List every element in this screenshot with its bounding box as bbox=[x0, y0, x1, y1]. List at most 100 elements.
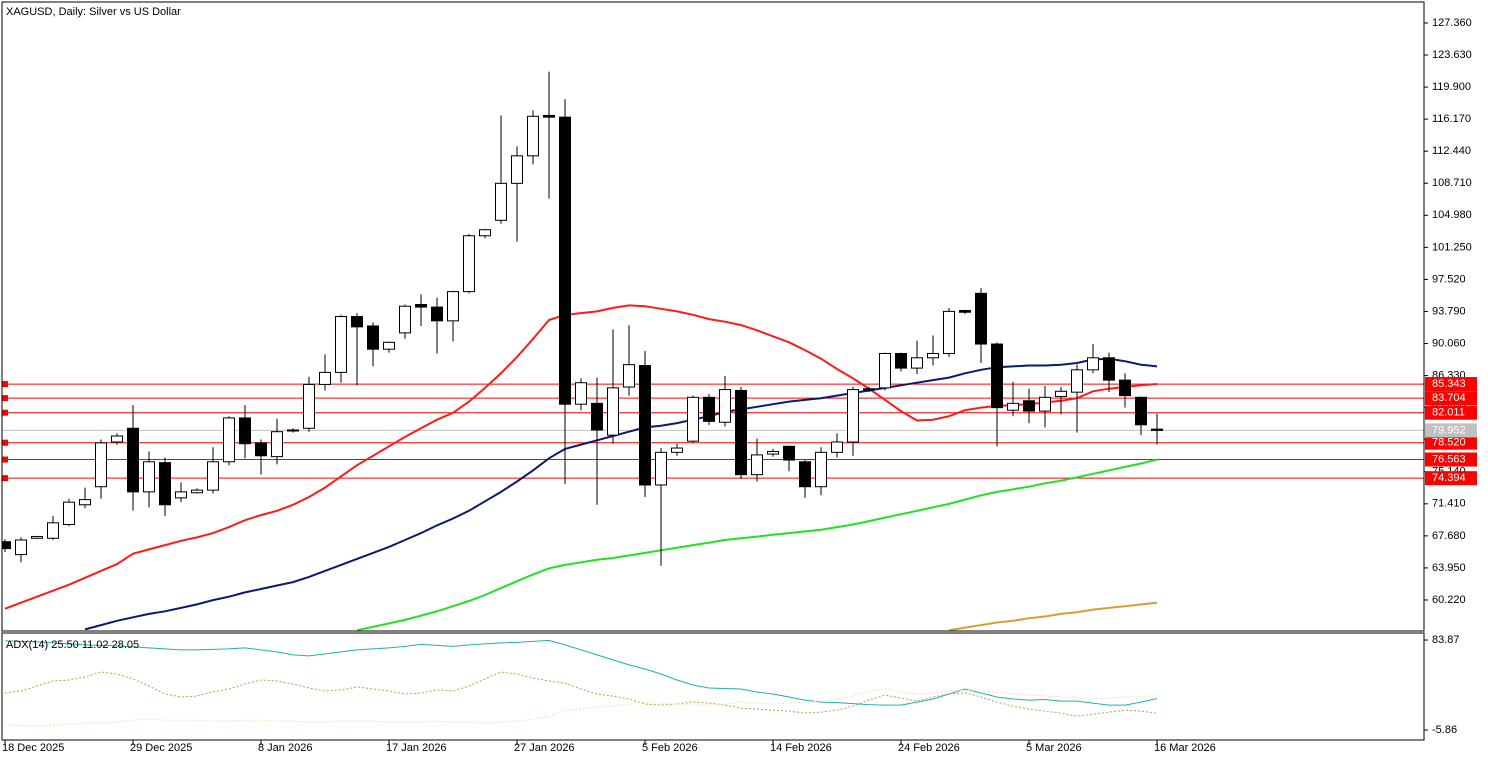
level-marker bbox=[2, 409, 8, 416]
y-tick-label: 119.900 bbox=[1432, 81, 1471, 93]
x-tick-label: 5 Mar 2026 bbox=[1026, 742, 1082, 754]
candle-body bbox=[623, 364, 635, 388]
candle-body bbox=[911, 357, 923, 369]
adx-panel-border bbox=[1, 632, 1425, 741]
candle-body bbox=[543, 114, 555, 118]
candle-body bbox=[1119, 379, 1131, 397]
candle-body bbox=[1103, 357, 1115, 381]
y-tick-label: 127.360 bbox=[1432, 17, 1472, 29]
x-tick-label: 24 Feb 2026 bbox=[898, 742, 960, 754]
candle-body bbox=[15, 539, 27, 556]
candle-body bbox=[383, 341, 395, 350]
moving-average bbox=[84, 357, 1158, 631]
candle-body bbox=[639, 365, 651, 486]
candle-body bbox=[943, 310, 955, 354]
candle-body bbox=[1151, 428, 1163, 431]
indicator-title: ADX(14) 25.50 11.02 28.05 bbox=[6, 639, 139, 651]
x-tick-label: 5 Feb 2026 bbox=[642, 742, 698, 754]
candle-body bbox=[879, 352, 891, 389]
candle-body bbox=[687, 396, 699, 442]
candle-body bbox=[223, 417, 235, 463]
candle-body bbox=[735, 389, 747, 476]
candle-body bbox=[255, 442, 267, 457]
level-label: 85.343 bbox=[1432, 378, 1466, 390]
indicator-line bbox=[4, 688, 1157, 727]
candle-body bbox=[1007, 402, 1019, 411]
candle-body bbox=[863, 388, 875, 391]
candle-body bbox=[511, 155, 523, 184]
candle-body bbox=[927, 352, 939, 359]
candle-body bbox=[1055, 390, 1067, 397]
candle-body bbox=[191, 489, 203, 494]
y-tick-label: 104.980 bbox=[1432, 209, 1472, 221]
indicator-line bbox=[4, 639, 1158, 706]
candle-body bbox=[47, 522, 59, 539]
candle-body bbox=[591, 402, 603, 431]
level-label-box bbox=[1425, 452, 1477, 467]
indicator-line bbox=[4, 671, 1158, 717]
candle-body bbox=[767, 450, 779, 455]
candle-body bbox=[1135, 396, 1147, 426]
candle-body bbox=[415, 304, 427, 308]
chart-title: XAGUSD, Daily: Silver vs US Dollar bbox=[6, 6, 181, 18]
x-tick-label: 8 Jan 2026 bbox=[258, 742, 312, 754]
candle-body bbox=[31, 536, 43, 539]
y-tick-label: 101.250 bbox=[1432, 241, 1472, 253]
y-tick-label: 83.87 bbox=[1432, 634, 1460, 646]
candle-body bbox=[495, 182, 507, 221]
candle-body bbox=[463, 235, 475, 293]
candle-body bbox=[207, 461, 219, 491]
candle-body bbox=[399, 305, 411, 334]
adx-panel bbox=[4, 639, 1158, 727]
y-tick-label: 108.710 bbox=[1432, 177, 1472, 189]
y-tick-label: 93.790 bbox=[1432, 305, 1466, 317]
candle-body bbox=[303, 383, 315, 429]
candle-body bbox=[287, 429, 299, 432]
candle-body bbox=[127, 427, 139, 493]
candle-body bbox=[799, 461, 811, 488]
level-marker bbox=[2, 475, 8, 482]
candle-body bbox=[559, 116, 571, 405]
y-tick-label: 116.170 bbox=[1432, 113, 1471, 125]
last-price-label: 79.952 bbox=[1432, 424, 1466, 436]
y-tick-label: 67.680 bbox=[1432, 530, 1466, 542]
candle-body bbox=[2, 541, 11, 550]
candle-body bbox=[831, 441, 843, 453]
candle-body bbox=[959, 310, 971, 313]
level-marker bbox=[2, 456, 8, 463]
level-label-box bbox=[1425, 377, 1477, 392]
candle-body bbox=[671, 447, 683, 453]
candle-body bbox=[815, 451, 827, 488]
candle-body bbox=[367, 325, 379, 350]
candle-body bbox=[847, 389, 859, 443]
level-label: 83.704 bbox=[1432, 392, 1466, 404]
candle-body bbox=[143, 461, 155, 493]
candle-body bbox=[655, 451, 667, 486]
level-label-box bbox=[1425, 435, 1477, 450]
level-marker bbox=[2, 381, 8, 388]
candle-body bbox=[575, 382, 587, 405]
y-tick-label: -5.86 bbox=[1432, 724, 1457, 736]
candle-body bbox=[159, 462, 171, 506]
moving-average bbox=[356, 458, 1158, 631]
level-label: 82.011 bbox=[1432, 407, 1465, 419]
candle-body bbox=[175, 491, 187, 499]
candle-body bbox=[783, 445, 795, 461]
candle-body bbox=[479, 229, 491, 237]
level-label: 76.563 bbox=[1432, 453, 1466, 465]
candle-body bbox=[63, 501, 75, 526]
y-tick-label: 63.950 bbox=[1432, 562, 1466, 574]
candle-body bbox=[79, 499, 91, 506]
y-tick-label: 123.630 bbox=[1432, 49, 1472, 61]
candle-body bbox=[1039, 396, 1051, 412]
candle-body bbox=[895, 352, 907, 369]
level-label-box bbox=[1425, 391, 1477, 406]
candle-body bbox=[239, 417, 251, 445]
candle-body bbox=[719, 389, 731, 423]
x-tick-label: 18 Dec 2025 bbox=[2, 742, 64, 754]
level-marker bbox=[2, 439, 8, 446]
candle-body bbox=[527, 115, 539, 157]
candle-body bbox=[975, 292, 987, 345]
candle-body bbox=[319, 371, 331, 385]
